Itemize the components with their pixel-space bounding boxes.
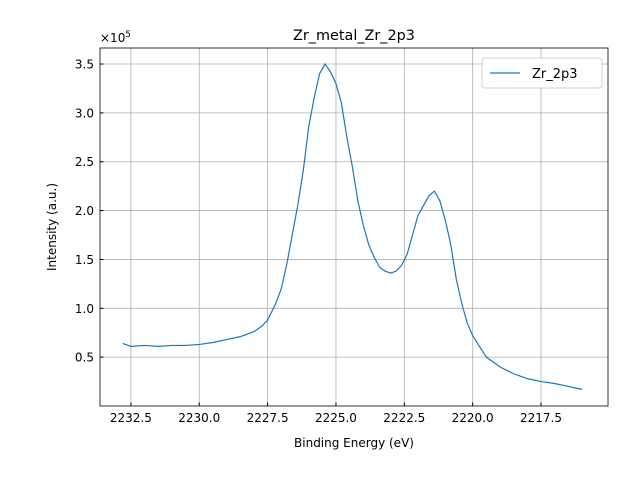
offset-base: ×10 [100,31,125,45]
offset-exponent: 5 [125,30,130,40]
y-tick-label: 3.0 [75,106,94,120]
data-line [122,62,583,390]
y-tick-label: 0.5 [75,351,94,365]
x-tick-label: 2220.0 [452,411,494,425]
x-tick-label: 2230.0 [178,411,220,425]
x-tick-label: 2225.0 [315,411,357,425]
y-tick-label: 2.0 [75,204,94,218]
y-axis-label: Intensity (a.u.) [45,183,59,271]
plot-frame [99,47,609,407]
legend-label: Zr_2p3 [532,67,578,82]
x-tick-label: 2222.5 [383,411,425,425]
x-tick-label: 2232.5 [110,411,152,425]
chart-title: Zr_metal_Zr_2p3 [293,28,415,44]
y-tick-label: 1.0 [75,302,94,316]
y-offset-label: ×105 [100,30,131,45]
x-axis-label: Binding Energy (eV) [294,436,414,450]
y-tick-label: 2.5 [75,155,94,169]
y-tick-label: 1.5 [75,253,94,267]
x-tick-label: 2217.5 [520,411,562,425]
y-tick-label: 3.5 [75,58,94,72]
legend-box [481,57,603,89]
x-tick-label: 2227.5 [247,411,289,425]
